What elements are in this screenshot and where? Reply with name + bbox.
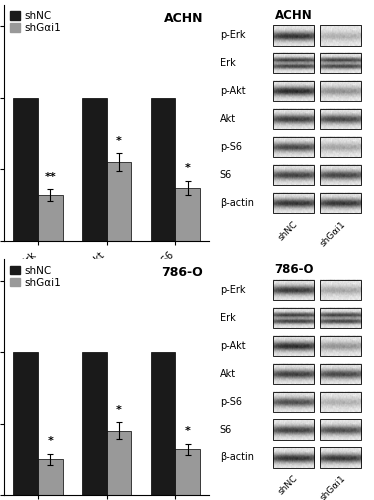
Text: shNC: shNC <box>277 220 300 242</box>
Bar <box>273 392 314 411</box>
Text: β-actin: β-actin <box>220 198 254 208</box>
Bar <box>320 392 361 411</box>
Bar <box>13 98 38 240</box>
Bar <box>150 352 175 495</box>
Bar <box>320 54 361 74</box>
Text: ACHN: ACHN <box>275 8 313 22</box>
Text: ACHN: ACHN <box>164 12 203 25</box>
Legend: shNC, shGαi1: shNC, shGαi1 <box>9 10 62 34</box>
Bar <box>273 364 314 384</box>
Bar <box>13 352 38 495</box>
Text: shNC: shNC <box>277 474 300 496</box>
Bar <box>150 98 175 240</box>
Text: *: * <box>47 436 53 446</box>
Bar <box>320 26 361 46</box>
Bar <box>273 193 314 213</box>
Bar <box>320 109 361 130</box>
Bar <box>320 336 361 356</box>
Bar <box>273 137 314 157</box>
Text: p-S6: p-S6 <box>220 142 242 152</box>
Bar <box>320 280 361 300</box>
Bar <box>320 364 361 384</box>
Text: p-Erk: p-Erk <box>220 285 245 295</box>
Bar <box>273 54 314 74</box>
Bar <box>175 188 200 240</box>
Bar <box>320 82 361 102</box>
Bar <box>273 82 314 102</box>
Text: Erk: Erk <box>220 58 236 68</box>
Legend: shNC, shGαi1: shNC, shGαi1 <box>9 264 62 289</box>
Bar <box>273 26 314 46</box>
Text: p-S6: p-S6 <box>220 396 242 406</box>
Bar <box>38 195 62 240</box>
Bar <box>320 308 361 328</box>
Bar <box>320 193 361 213</box>
Text: shGαi1: shGαi1 <box>318 220 347 248</box>
Text: *: * <box>116 405 122 415</box>
Bar <box>82 98 107 240</box>
Text: *: * <box>116 136 122 146</box>
Text: **: ** <box>45 172 56 182</box>
Text: Erk: Erk <box>220 313 236 323</box>
Bar <box>273 308 314 328</box>
Text: β-actin: β-actin <box>220 452 254 462</box>
Text: p-Akt: p-Akt <box>220 86 245 97</box>
Text: *: * <box>185 164 191 173</box>
Bar <box>273 420 314 440</box>
Bar <box>107 162 131 240</box>
Bar <box>273 109 314 130</box>
Text: S6: S6 <box>220 424 232 434</box>
Bar <box>273 336 314 356</box>
Bar <box>320 448 361 468</box>
Text: shGαi1: shGαi1 <box>318 474 347 500</box>
Bar <box>273 280 314 300</box>
Bar <box>320 137 361 157</box>
Text: 786-O: 786-O <box>275 263 314 276</box>
Text: S6: S6 <box>220 170 232 180</box>
Text: 786-O: 786-O <box>162 266 203 280</box>
Bar <box>320 165 361 185</box>
Bar <box>175 450 200 495</box>
Bar <box>82 352 107 495</box>
Text: p-Erk: p-Erk <box>220 30 245 40</box>
Bar <box>38 460 62 495</box>
Text: *: * <box>185 426 191 436</box>
Bar <box>273 165 314 185</box>
Text: Akt: Akt <box>220 368 236 378</box>
Bar <box>107 431 131 495</box>
Bar <box>320 420 361 440</box>
Text: p-Akt: p-Akt <box>220 340 245 350</box>
Bar <box>273 448 314 468</box>
Text: Akt: Akt <box>220 114 236 124</box>
